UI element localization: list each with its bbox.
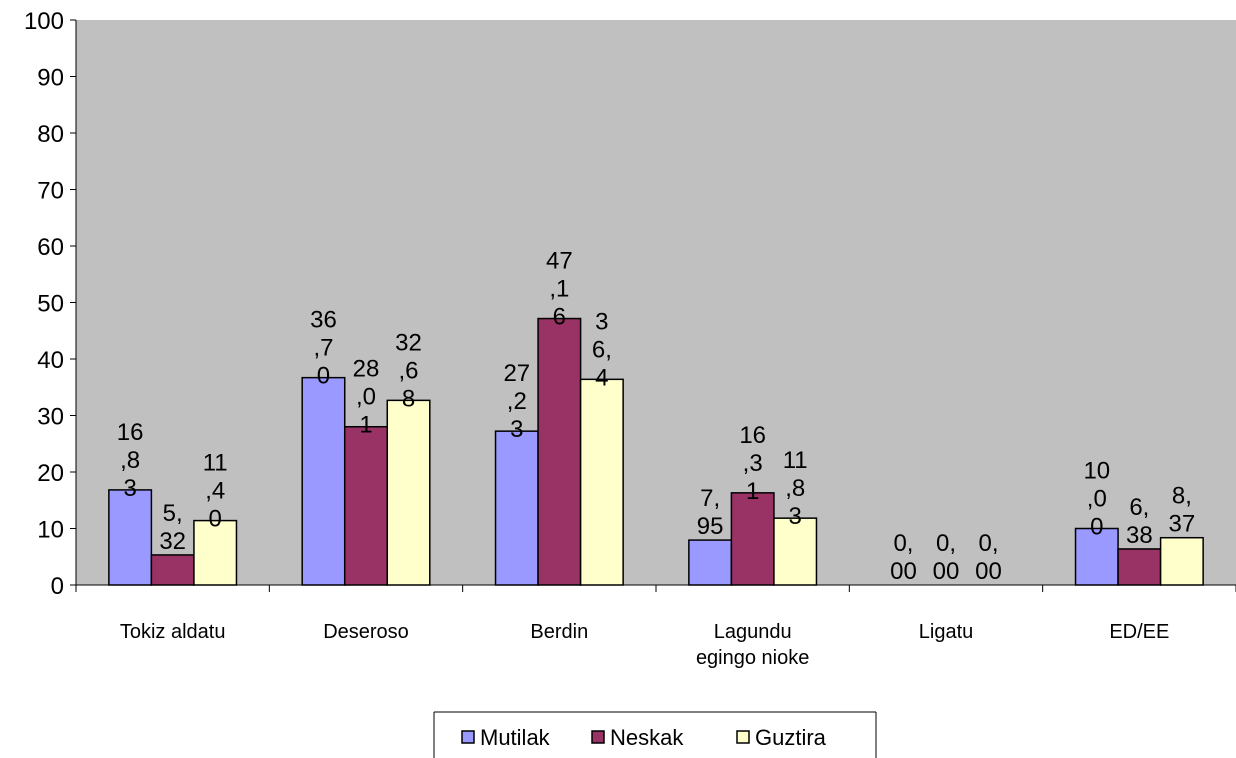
data-label: 32 bbox=[395, 329, 422, 356]
data-label: ,8 bbox=[785, 475, 805, 502]
data-label: 8 bbox=[402, 385, 415, 412]
data-label: 28 bbox=[353, 356, 380, 383]
bar bbox=[108, 489, 153, 586]
data-label: 38 bbox=[1126, 522, 1153, 549]
bar bbox=[494, 430, 539, 586]
bar bbox=[193, 519, 238, 586]
data-label: 1 bbox=[359, 412, 372, 439]
data-label: 6, bbox=[1129, 494, 1149, 521]
data-label: ,8 bbox=[120, 447, 140, 474]
category-label: Tokiz aldatu bbox=[120, 621, 226, 643]
data-label: 16 bbox=[117, 419, 144, 446]
legend-label: Mutilak bbox=[480, 725, 551, 750]
data-label: 0 bbox=[317, 363, 330, 390]
data-label: 0 bbox=[1090, 514, 1103, 541]
data-label: 47 bbox=[546, 248, 573, 275]
y-tick-label: 30 bbox=[37, 404, 64, 431]
legend-label: Neskak bbox=[610, 725, 684, 750]
data-label: 16 bbox=[739, 422, 766, 449]
data-label: 0, bbox=[979, 530, 999, 557]
y-tick-label: 10 bbox=[37, 517, 64, 544]
bar bbox=[688, 539, 733, 586]
data-label: 27 bbox=[503, 360, 530, 387]
data-label: 7, bbox=[700, 485, 720, 512]
data-label: ,0 bbox=[1087, 486, 1107, 513]
y-tick-label: 100 bbox=[24, 8, 64, 35]
bar bbox=[1159, 536, 1204, 586]
data-label: 32 bbox=[159, 528, 186, 555]
data-label: ,1 bbox=[549, 276, 569, 303]
data-label: 1 bbox=[746, 478, 759, 505]
bar bbox=[150, 554, 195, 586]
data-label: 11 bbox=[783, 447, 808, 474]
data-label: ,4 bbox=[205, 478, 225, 505]
y-tick-label: 70 bbox=[37, 178, 64, 205]
plot-area bbox=[76, 20, 1236, 585]
y-axis: 0 10 20 30 40 50 60 70 80 90 100 bbox=[24, 8, 77, 600]
data-label: 95 bbox=[697, 513, 724, 540]
data-label: 11 bbox=[203, 450, 228, 477]
category-label: Berdin bbox=[530, 621, 588, 643]
data-label: 3 bbox=[123, 475, 136, 502]
data-label: ,0 bbox=[356, 384, 376, 411]
bar bbox=[301, 376, 346, 586]
data-label: 8, bbox=[1172, 483, 1192, 510]
legend-swatch bbox=[461, 730, 475, 744]
data-label: ,6 bbox=[399, 357, 419, 384]
data-label: 3 bbox=[595, 308, 608, 335]
data-label: 4 bbox=[595, 364, 608, 391]
bar bbox=[730, 492, 775, 586]
data-label: 00 bbox=[975, 558, 1002, 585]
category-label: Ligatu bbox=[919, 621, 974, 643]
y-tick-label: 60 bbox=[37, 234, 64, 261]
data-label: 10 bbox=[1083, 458, 1110, 485]
category-label: Lagundu bbox=[714, 621, 792, 643]
legend-swatch bbox=[736, 730, 750, 744]
data-label: 6, bbox=[592, 336, 612, 363]
data-label: 0, bbox=[936, 530, 956, 557]
data-label: 00 bbox=[890, 558, 917, 585]
data-label: ,2 bbox=[507, 388, 527, 415]
y-tick-label: 50 bbox=[37, 291, 64, 318]
data-label: 36 bbox=[310, 307, 337, 334]
x-axis: Tokiz aldatu Deseroso Berdin Lagundu egingo … bbox=[75, 584, 1236, 669]
bars bbox=[108, 317, 1204, 586]
data-label: 3 bbox=[510, 416, 523, 443]
category-label: Deseroso bbox=[323, 621, 409, 643]
data-label: 5, bbox=[163, 500, 183, 527]
legend-label: Guztira bbox=[755, 725, 827, 750]
data-label: 0, bbox=[893, 530, 913, 557]
data-label: 37 bbox=[1169, 511, 1196, 538]
legend-swatch bbox=[591, 730, 605, 744]
bar bbox=[386, 399, 431, 586]
data-label: 6 bbox=[553, 304, 566, 331]
bar bbox=[343, 425, 389, 586]
bar bbox=[537, 317, 582, 586]
y-tick-label: 20 bbox=[37, 460, 64, 487]
data-label: 00 bbox=[933, 558, 960, 585]
y-tick-label: 0 bbox=[51, 573, 64, 600]
y-tick-label: 40 bbox=[37, 347, 64, 374]
bar bbox=[1074, 527, 1119, 586]
data-label: ,7 bbox=[313, 335, 333, 362]
bar bbox=[1117, 548, 1162, 586]
y-tick-label: 80 bbox=[37, 121, 64, 148]
data-label: 0 bbox=[209, 506, 222, 533]
bar bbox=[579, 378, 624, 586]
y-tick-label: 90 bbox=[37, 65, 64, 92]
legend: Mutilak Neskak Guztira bbox=[433, 711, 877, 758]
bar bbox=[773, 517, 818, 586]
category-label: ED/EE bbox=[1109, 621, 1169, 643]
data-label: ,3 bbox=[743, 450, 763, 477]
data-label: 3 bbox=[789, 503, 802, 530]
category-label: egingo nioke bbox=[696, 647, 809, 669]
